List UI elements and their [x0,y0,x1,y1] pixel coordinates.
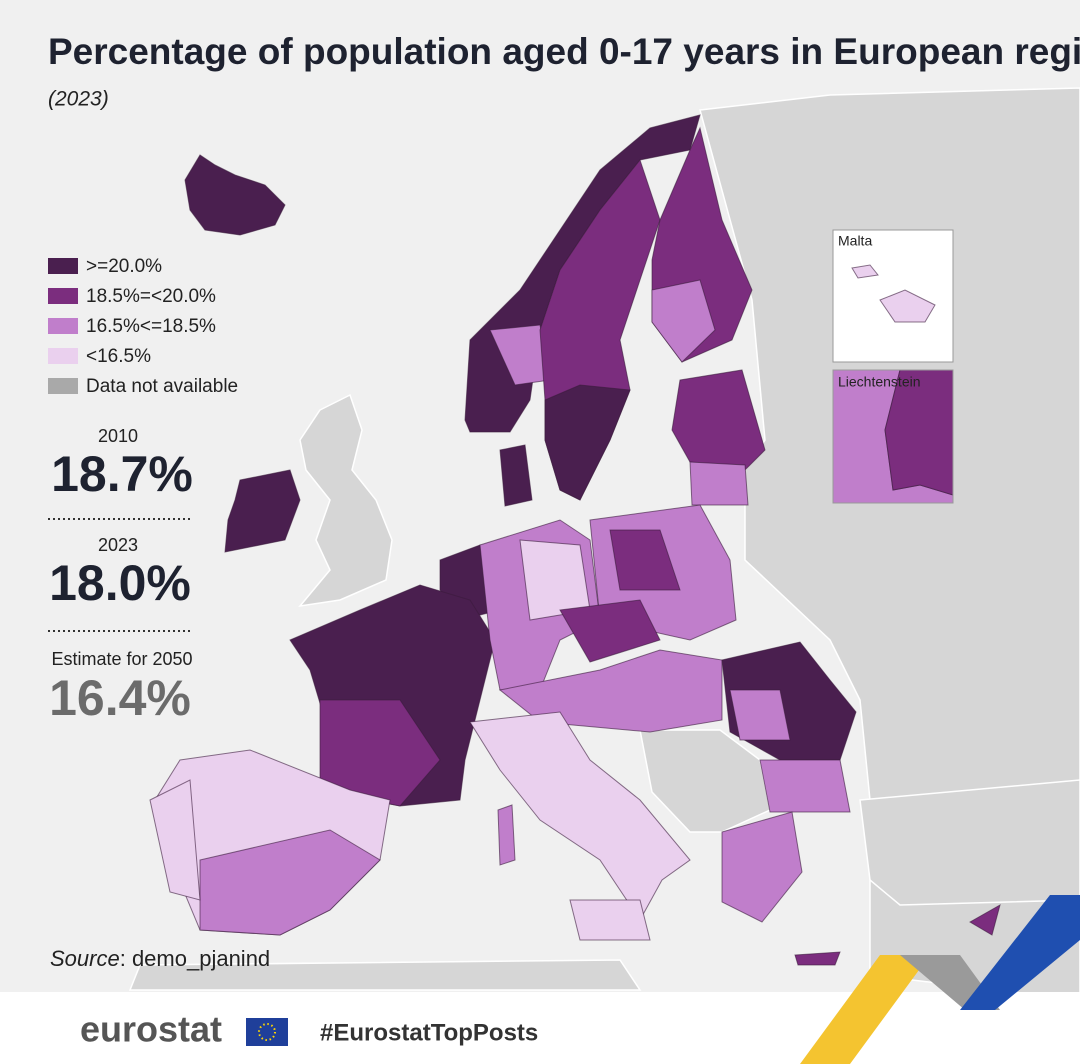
finland-south [651,279,716,363]
hashtag: #EurostatTopPosts [320,1019,538,1046]
poland-center [609,529,681,591]
eu-flag [246,1018,288,1046]
romania-west [729,689,791,741]
sardinia [497,804,516,866]
inset-liechtenstein: Liechtenstein [832,369,954,504]
stats: 2010 18.7% 2023 18.0% Estimate for 2050 … [48,426,193,726]
denmark [499,444,533,507]
legend-label: >=20.0% [86,256,162,277]
cyprus [969,903,1001,936]
stripe [960,895,1080,1010]
inset-frame [832,369,954,504]
iceland [184,154,286,236]
eu-stars [258,1023,276,1041]
france-south [319,699,441,807]
inset-malta: Malta [832,229,954,363]
brand: eurostat [80,1009,222,1050]
malta [879,289,936,323]
lithuania [689,461,749,506]
legend-label: 16.5%<=18.5% [86,316,216,337]
title: Percentage of population aged 0-17 years… [48,31,1080,72]
legend-label: 18.5%=<20.0% [86,286,216,307]
crete [794,951,841,966]
stat-value: 18.0% [49,555,191,611]
legend: >=20.0% 18.5%=<20.0% 16.5%<=18.5% <16.5% Dat… [48,256,238,397]
legend-swatch [48,348,78,364]
inset-label: Malta [838,233,872,249]
source-text: : demo_pjanind [120,946,270,971]
bulgaria [759,759,851,813]
ireland [224,469,301,553]
legend-swatch [48,378,78,394]
footer [0,992,1080,1064]
united-kingdom [298,393,393,608]
czechia [559,599,661,663]
italy [469,711,691,921]
legend-swatch [48,288,78,304]
spain-south [199,829,381,936]
stat-label: 2023 [98,535,138,555]
non-eu-east [699,87,1080,1001]
subtitle: (2023) [48,88,109,111]
western-balkans [639,729,771,833]
portugal [149,779,201,901]
greece [721,811,803,923]
legend-swatch [48,318,78,334]
legend-swatch [48,258,78,274]
stripe [800,955,930,1064]
stat-label: Estimate for 2050 [51,649,192,669]
stat-label: 2010 [98,426,138,446]
inset-label: Liechtenstein [838,374,921,390]
map [128,87,1080,1001]
source: Source: demo_pjanind [50,946,270,971]
gozo [851,264,879,279]
stat-value: 18.7% [51,446,193,502]
legend-label: <16.5% [86,346,151,367]
stat-value: 16.4% [49,670,191,726]
north-africa [128,959,642,991]
sweden-south [544,384,631,501]
turkey [859,779,1080,906]
sicily [569,899,651,941]
source-label: Source [50,946,120,971]
legend-label: Data not available [86,376,238,397]
